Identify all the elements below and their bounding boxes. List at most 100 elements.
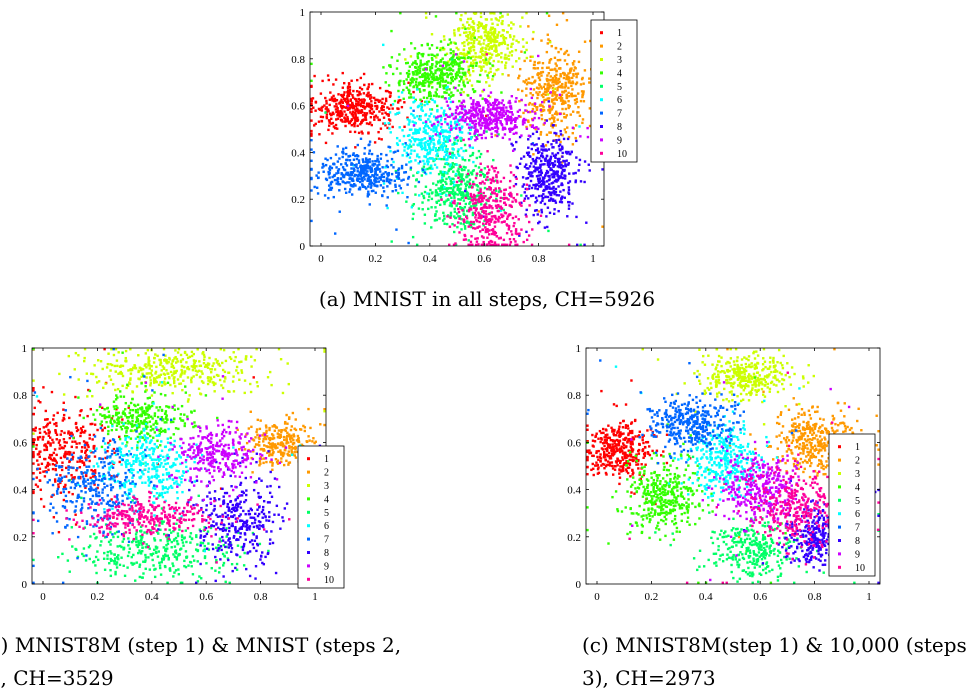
data-point [481, 228, 485, 231]
data-point [551, 181, 555, 184]
data-point [471, 64, 475, 68]
data-point [377, 100, 381, 104]
data-point [336, 106, 339, 110]
data-point [492, 189, 496, 192]
data-point [336, 169, 340, 172]
data-point [32, 443, 35, 446]
data-point [369, 116, 373, 119]
data-point [473, 123, 476, 127]
data-point [195, 365, 198, 368]
data-point [449, 214, 453, 217]
data-point [88, 433, 91, 437]
data-point [532, 153, 535, 156]
data-point [526, 187, 529, 191]
data-point [493, 126, 497, 129]
data-point [453, 137, 456, 140]
data-point [208, 380, 212, 383]
data-point [462, 179, 466, 182]
data-point [343, 187, 347, 191]
data-point [180, 365, 184, 368]
data-point [47, 431, 51, 434]
data-point [540, 152, 544, 155]
data-point [549, 41, 552, 44]
data-point [456, 106, 459, 110]
data-point [223, 376, 227, 379]
data-point [559, 67, 562, 70]
data-point [470, 186, 474, 189]
data-point [572, 69, 576, 72]
data-point [496, 134, 499, 138]
data-point [457, 84, 461, 87]
data-point [480, 170, 483, 174]
data-point [422, 82, 425, 85]
data-point [212, 383, 216, 387]
data-point [356, 116, 359, 119]
data-point [36, 436, 40, 439]
data-point [384, 170, 387, 174]
data-point [471, 222, 474, 226]
data-point [252, 439, 256, 442]
data-point [420, 108, 423, 111]
data-point [426, 80, 429, 83]
data-point [71, 433, 74, 436]
data-point [569, 81, 572, 85]
data-point [464, 110, 468, 113]
data-point [559, 161, 562, 164]
data-point [370, 169, 374, 172]
data-point [448, 139, 452, 142]
data-point [434, 189, 438, 192]
data-point [508, 127, 511, 131]
data-point [518, 234, 521, 237]
data-point [74, 351, 78, 355]
data-point [465, 190, 468, 194]
data-point [495, 235, 498, 238]
data-point [424, 120, 428, 124]
data-point [42, 426, 45, 429]
data-point [494, 129, 497, 133]
data-point [488, 38, 491, 42]
data-point [454, 242, 457, 245]
data-point [539, 170, 542, 173]
data-point [588, 81, 591, 84]
data-point [383, 102, 386, 105]
data-point [508, 110, 511, 114]
data-point [494, 35, 497, 39]
data-point [474, 55, 478, 58]
data-point [434, 118, 438, 121]
data-point [347, 94, 351, 98]
data-point [355, 157, 359, 161]
data-point [581, 93, 585, 97]
data-point [438, 157, 441, 161]
data-point [446, 81, 450, 84]
data-point [489, 70, 492, 74]
data-point [162, 347, 166, 351]
data-point [454, 136, 458, 140]
data-point [501, 113, 504, 117]
data-point [104, 456, 107, 460]
data-point [478, 110, 482, 114]
data-point [385, 204, 388, 207]
data-point [500, 22, 503, 25]
data-point [277, 433, 281, 436]
data-point [487, 105, 490, 109]
data-point [481, 108, 485, 111]
data-point [469, 17, 473, 20]
data-point [409, 152, 413, 155]
data-point [408, 143, 412, 146]
data-point [412, 78, 415, 81]
data-point [435, 46, 439, 50]
data-point [87, 445, 90, 449]
data-point [490, 53, 494, 56]
data-point [490, 228, 494, 232]
data-point [32, 472, 35, 475]
data-point [515, 60, 518, 63]
data-point [342, 173, 345, 177]
data-point [577, 92, 580, 95]
data-point [422, 130, 425, 133]
legend-marker [600, 31, 603, 35]
data-point [276, 435, 280, 439]
data-point [458, 99, 461, 103]
data-point [534, 200, 537, 204]
data-point [551, 91, 555, 95]
data-point [269, 443, 272, 446]
